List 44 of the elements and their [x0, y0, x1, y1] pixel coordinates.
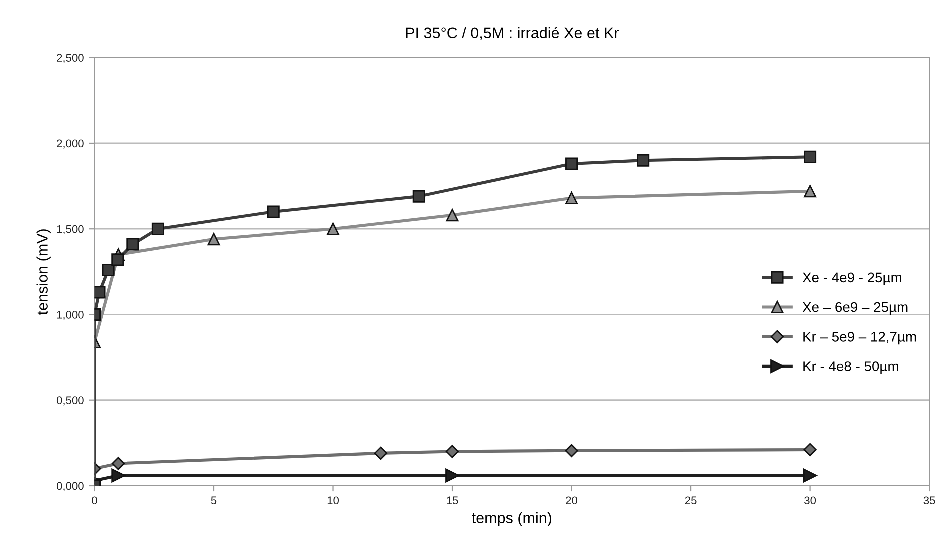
point [804, 443, 817, 457]
y-tick-label: 2,000 [57, 140, 84, 149]
x-tick-label: 5 [211, 496, 217, 505]
point [566, 158, 578, 170]
y-tick-label: 1,000 [57, 311, 84, 320]
point [446, 209, 459, 222]
point [267, 206, 280, 218]
point [637, 154, 650, 167]
point [804, 185, 817, 198]
x-tick-label: 25 [685, 496, 697, 505]
point [565, 444, 578, 458]
point [327, 222, 340, 236]
x-tick-label: 0 [92, 496, 98, 505]
legend-label: Kr - 4e8 - 50µm [804, 362, 898, 374]
point [446, 468, 460, 483]
x-tick-label: 10 [328, 496, 340, 505]
point [112, 254, 124, 266]
x-axis-title: temps (min) [472, 512, 552, 527]
y-tick-label: 0,500 [56, 396, 84, 406]
x-tick-label: 20 [566, 496, 578, 505]
legend-label: Kr – 5e9 – 12,7µm [804, 332, 916, 345]
chart-title: PI 35°C / 0,5M : irradié Xe et Kr [406, 27, 619, 40]
point [446, 445, 460, 458]
y-axis-title: tension (mV) [36, 230, 51, 315]
point [412, 190, 426, 203]
point [102, 264, 115, 276]
point [94, 286, 106, 299]
point [152, 222, 164, 236]
point [112, 457, 126, 470]
legend-label: Xe – 6e9 – 25µm [802, 302, 908, 315]
legend-label: Xe - 4e9 - 25µm [802, 272, 902, 286]
y-tick-label: 1,500 [57, 225, 84, 235]
point [126, 238, 140, 251]
point [803, 468, 818, 483]
y-tick-label: 0,000 [56, 482, 84, 492]
y-tick-label: 2,500 [57, 54, 84, 64]
point [374, 446, 388, 460]
point [804, 150, 817, 164]
x-tick-label: 30 [804, 496, 816, 505]
x-tick-label: 35 [924, 496, 936, 505]
point [208, 233, 220, 246]
x-tick-label: 15 [447, 496, 458, 505]
point [112, 468, 126, 483]
point [566, 192, 578, 205]
